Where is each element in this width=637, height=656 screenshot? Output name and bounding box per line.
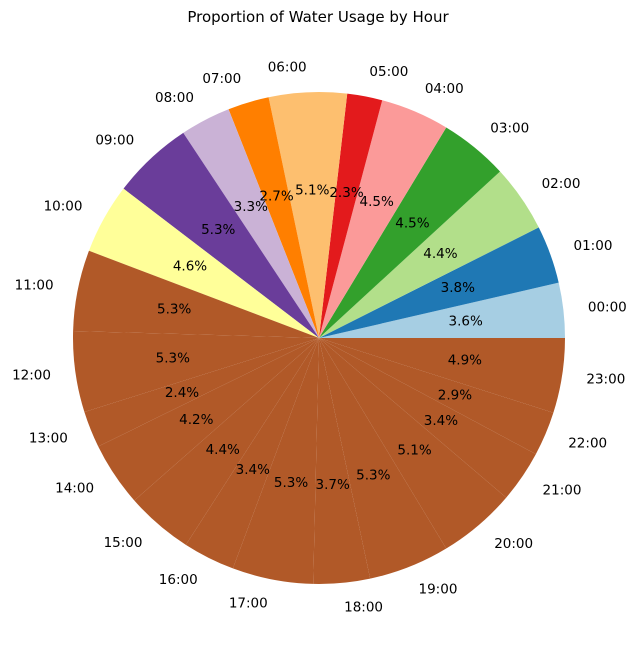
slice-pct-label: 4.4%	[423, 246, 457, 262]
pie-slice-1700	[232, 338, 319, 584]
slice-category-label: 23:00	[586, 372, 625, 388]
slice-pct-label: 5.1%	[397, 442, 431, 458]
pie-slice-0800	[183, 109, 319, 339]
slice-category-label: 22:00	[568, 435, 607, 451]
slice-pct-label: 3.3%	[234, 199, 268, 215]
slice-pct-label: 2.4%	[165, 385, 199, 401]
pie-slice-0100	[319, 227, 559, 338]
slice-pct-label: 3.6%	[448, 313, 482, 329]
slice-pct-label: 2.7%	[259, 189, 293, 205]
slice-pct-label: 5.3%	[356, 467, 390, 483]
slice-category-label: 19:00	[419, 582, 458, 598]
slice-category-label: 01:00	[574, 238, 613, 254]
slice-category-label: 02:00	[542, 176, 581, 192]
slice-pct-label: 3.4%	[236, 462, 270, 478]
slice-pct-label: 5.3%	[157, 301, 191, 317]
pie-slice-2300	[319, 338, 565, 413]
slice-pct-label: 5.1%	[295, 183, 329, 199]
slice-category-label: 16:00	[159, 572, 198, 588]
slice-category-label: 17:00	[229, 596, 268, 612]
slice-category-label: 08:00	[155, 90, 194, 106]
slice-pct-label: 2.9%	[438, 388, 472, 404]
slice-category-label: 15:00	[104, 535, 143, 551]
slice-category-label: 05:00	[369, 64, 408, 80]
pie-slice-0300	[319, 127, 501, 338]
pie-slice-0400	[319, 100, 447, 338]
slice-category-label: 07:00	[202, 71, 241, 87]
slice-pct-label: 3.8%	[441, 280, 475, 296]
pie-slice-2000	[319, 338, 507, 549]
pie-slices	[73, 92, 565, 584]
pie-slice-1000	[88, 188, 319, 338]
pie-slice-2200	[319, 338, 554, 455]
pie-slice-1300	[84, 338, 319, 447]
slice-pct-label: 4.6%	[173, 258, 207, 274]
slice-pct-label: 4.5%	[360, 194, 394, 210]
pie-slice-1500	[134, 338, 319, 545]
slice-category-label: 00:00	[588, 299, 627, 315]
slice-pct-label: 3.4%	[424, 413, 458, 429]
pie-slice-2100	[319, 338, 536, 498]
slice-pct-label: 3.7%	[316, 477, 350, 493]
slice-pct-label: 4.4%	[206, 442, 240, 458]
pie-slice-1100	[73, 250, 320, 338]
pie-slice-1900	[319, 338, 447, 579]
slice-pct-label: 5.3%	[156, 350, 190, 366]
pie-slice-0200	[319, 171, 539, 338]
slice-category-label: 03:00	[490, 121, 529, 137]
slice-category-label: 12:00	[12, 367, 51, 383]
pie-labels: 3.6% 00:00 3.8% 01:00 4.4% 02:00 4.5% 03:00 4.5%…	[12, 60, 627, 616]
pie-slice-1600	[185, 338, 319, 569]
pie-slice-0700	[228, 97, 319, 339]
slice-pct-label: 4.2%	[179, 412, 213, 428]
slice-category-label: 21:00	[543, 483, 582, 499]
slice-category-label: 14:00	[55, 480, 94, 496]
pie-slice-1400	[98, 338, 319, 501]
slice-category-label: 13:00	[29, 431, 68, 447]
slice-pct-label: 2.3%	[329, 185, 363, 201]
pie-slice-0000	[319, 282, 565, 338]
slice-category-label: 11:00	[15, 277, 54, 293]
slice-pct-label: 5.3%	[274, 475, 308, 491]
pie-slice-1800	[313, 338, 371, 584]
slice-category-label: 18:00	[344, 599, 383, 615]
pie-slice-0500	[319, 93, 383, 339]
pie-slice-1200	[73, 331, 319, 413]
slice-category-label: 20:00	[494, 536, 533, 552]
slice-category-label: 04:00	[425, 81, 464, 97]
pie-slice-0900	[123, 132, 319, 338]
slice-category-label: 06:00	[268, 60, 307, 76]
slice-pct-label: 4.5%	[395, 216, 429, 232]
slice-pct-label: 5.3%	[201, 222, 235, 238]
slice-category-label: 09:00	[95, 132, 134, 148]
pie-slice-0600	[268, 92, 348, 339]
slice-pct-label: 4.9%	[448, 353, 482, 369]
chart-title: Proportion of Water Usage by Hour	[187, 8, 449, 26]
slice-category-label: 10:00	[44, 199, 83, 215]
